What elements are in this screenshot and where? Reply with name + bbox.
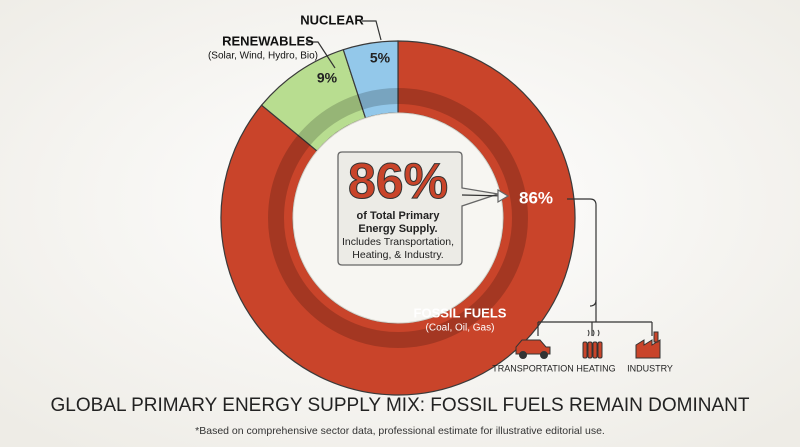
leader-line [362,20,382,41]
category-label: RENEWABLES [222,33,314,48]
bracket [537,300,653,336]
chart-title: GLOBAL PRIMARY ENERGY SUPPLY MIX: FOSSIL… [51,395,750,416]
use-label: TRANSPORTATION [492,363,574,373]
callout-bold: of Total Primary [357,210,441,222]
use-label: HEATING [576,363,615,373]
use-label: INDUSTRY [627,363,673,373]
donut [220,40,576,396]
category-sublabel: (Coal, Oil, Gas) [426,323,495,334]
callout-text: Includes Transportation, [342,236,454,248]
uses: TRANSPORTATION HEATING INDUSTRY [492,363,673,373]
callout-bold: Energy Supply. [358,223,437,235]
value-label: 5% [370,50,391,66]
category-label: NUCLEAR [300,12,364,27]
bracket [567,198,597,307]
car-icon [515,339,551,359]
category-label: FOSSIL FUELS [414,305,507,320]
callout-arrowhead [497,188,510,204]
footnote: *Based on comprehensive sector data, pro… [195,425,605,437]
radiator-icon [582,329,603,359]
category-sublabel: (Solar, Wind, Hydro, Bio) [208,51,318,62]
callout-headline: 86% [348,153,448,209]
callout-box [337,151,499,266]
callout-text: Heating, & Industry. [352,249,443,261]
value-label: 9% [317,70,338,86]
leader-line [306,41,336,69]
factory-icon [635,331,661,359]
inner-shade [268,88,528,348]
value-label: 86% [519,188,553,207]
